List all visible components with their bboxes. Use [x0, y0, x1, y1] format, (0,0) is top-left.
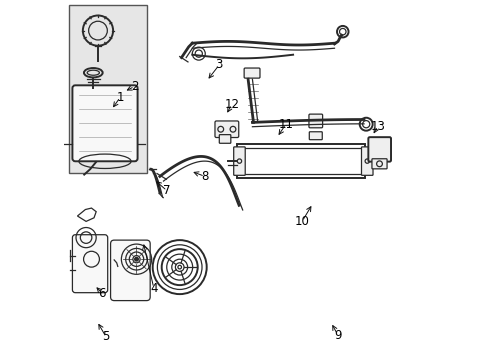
- FancyBboxPatch shape: [367, 137, 390, 162]
- FancyBboxPatch shape: [72, 235, 107, 293]
- Text: 11: 11: [278, 118, 293, 131]
- FancyBboxPatch shape: [215, 121, 238, 138]
- FancyBboxPatch shape: [244, 68, 260, 78]
- FancyBboxPatch shape: [309, 132, 322, 140]
- Bar: [237, 144, 365, 178]
- Text: 12: 12: [224, 98, 239, 111]
- Text: 10: 10: [294, 215, 309, 228]
- Bar: [69, 5, 147, 173]
- FancyBboxPatch shape: [371, 159, 386, 169]
- Text: 13: 13: [369, 120, 385, 132]
- Bar: [240, 148, 362, 174]
- FancyBboxPatch shape: [361, 147, 372, 175]
- Text: 1: 1: [116, 91, 124, 104]
- FancyBboxPatch shape: [233, 147, 244, 175]
- Text: 2: 2: [131, 80, 138, 93]
- Text: 7: 7: [163, 184, 170, 197]
- Text: 5: 5: [102, 330, 109, 343]
- Text: 3: 3: [215, 58, 223, 71]
- FancyBboxPatch shape: [219, 135, 230, 143]
- Text: 8: 8: [201, 170, 208, 183]
- Circle shape: [134, 257, 138, 261]
- FancyBboxPatch shape: [110, 240, 150, 301]
- Text: 4: 4: [150, 282, 157, 294]
- Text: 9: 9: [334, 329, 341, 342]
- Text: 6: 6: [99, 287, 106, 300]
- FancyBboxPatch shape: [72, 85, 137, 161]
- FancyBboxPatch shape: [308, 114, 322, 128]
